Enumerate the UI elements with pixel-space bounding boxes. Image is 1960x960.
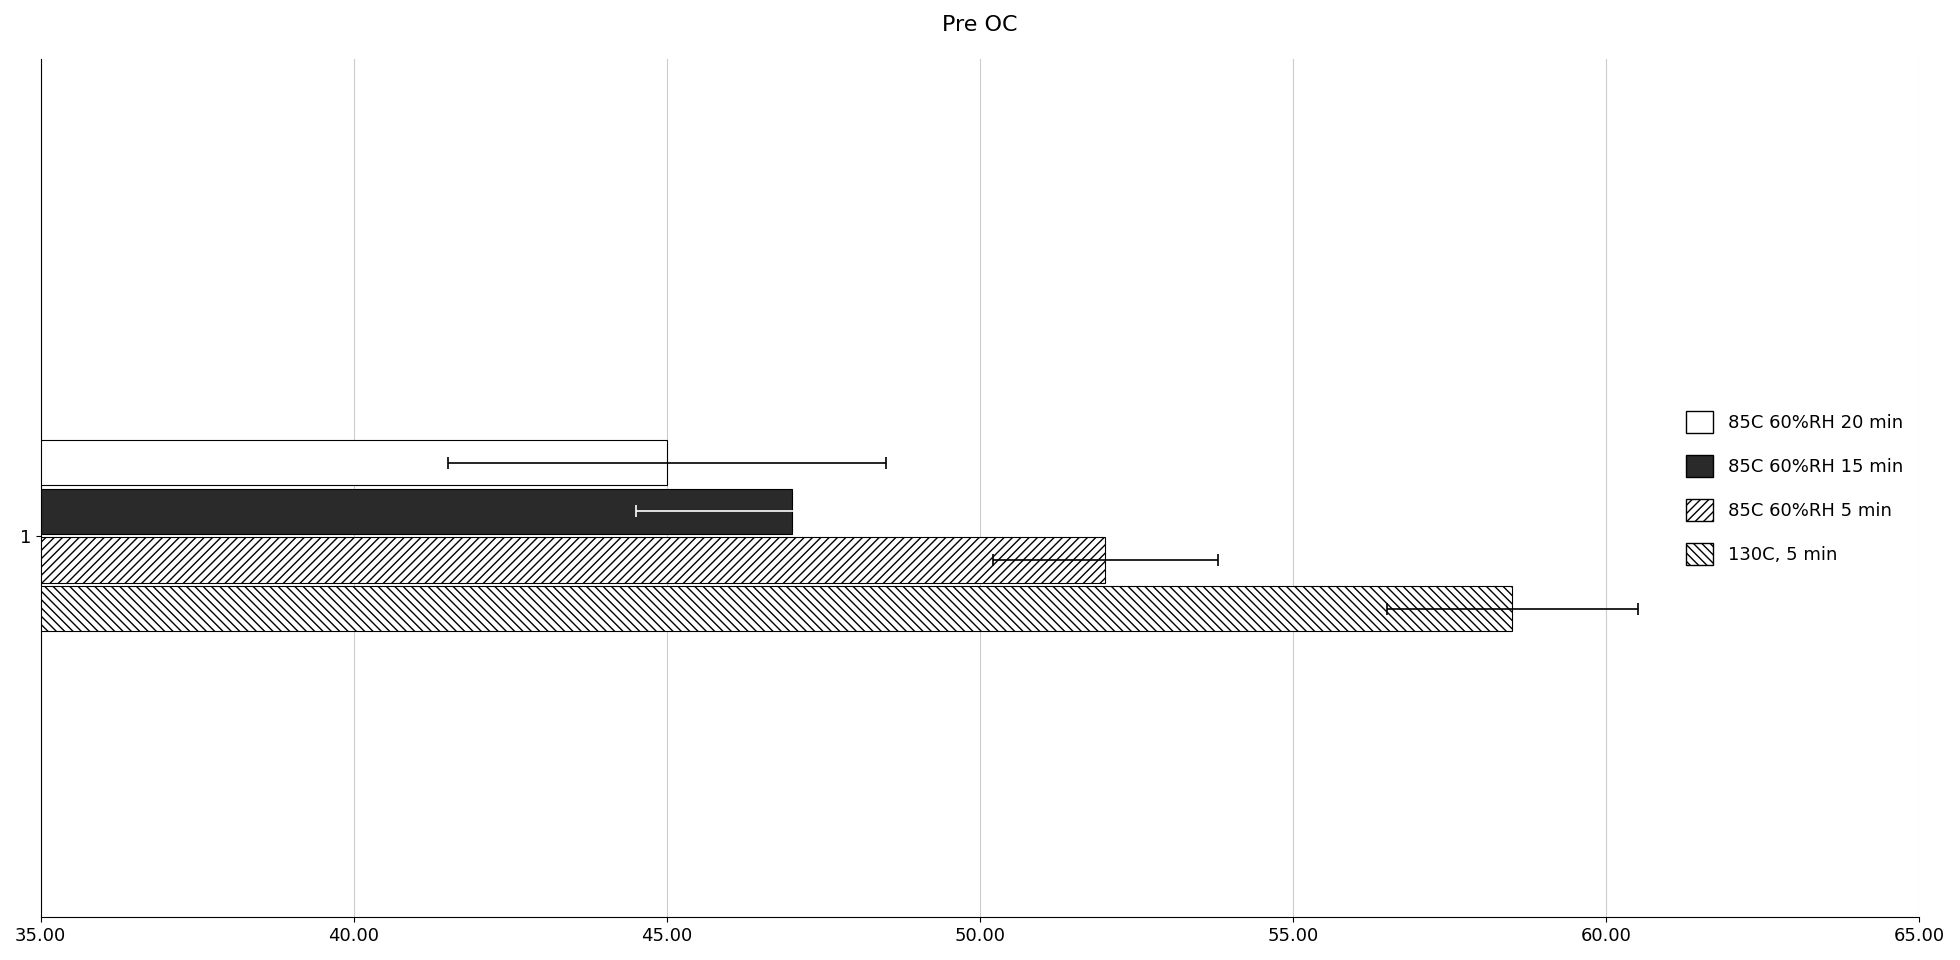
Bar bbox=[41, 489, 792, 534]
Bar bbox=[41, 441, 666, 486]
Bar bbox=[41, 586, 1513, 631]
Legend: 85C 60%RH 20 min, 85C 60%RH 15 min, 85C 60%RH 5 min, 130C, 5 min: 85C 60%RH 20 min, 85C 60%RH 15 min, 85C … bbox=[1680, 404, 1911, 572]
Bar bbox=[41, 538, 1105, 583]
Title: Pre OC: Pre OC bbox=[943, 15, 1017, 35]
